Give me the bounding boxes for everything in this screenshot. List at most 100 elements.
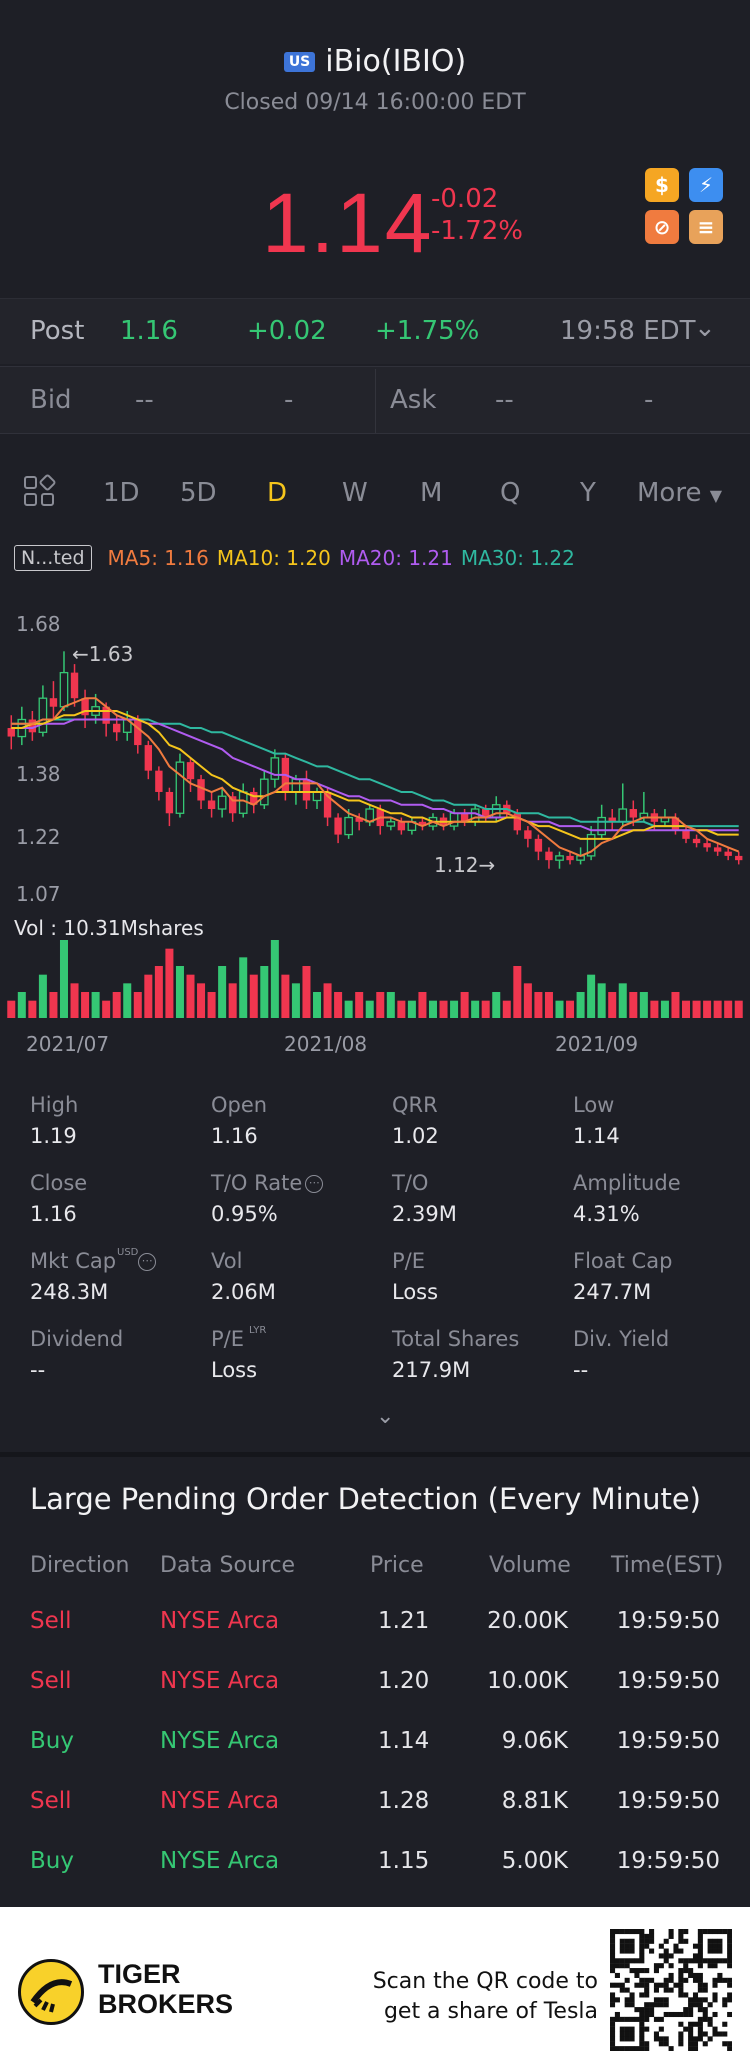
qr-module xyxy=(673,1943,679,1949)
qr-module xyxy=(688,2007,694,2013)
tab-d[interactable]: D xyxy=(267,478,288,508)
tab-5d[interactable]: 5D xyxy=(180,478,217,508)
qr-module xyxy=(653,1982,659,1988)
qr-module xyxy=(649,2007,655,2013)
layers-icon[interactable]: ≡ xyxy=(689,210,723,244)
qr-module xyxy=(644,2002,650,2008)
qr-module xyxy=(678,1992,684,1998)
tab-more[interactable]: More ▼ xyxy=(637,478,722,508)
qr-module xyxy=(702,2016,708,2022)
qr-module xyxy=(722,1958,728,1964)
post-label: Post xyxy=(30,316,85,346)
qr-module xyxy=(712,1992,718,1998)
bid-ask-divider xyxy=(375,369,376,433)
candle xyxy=(312,791,322,802)
qr-module xyxy=(692,2046,699,2051)
qr-module xyxy=(610,2041,616,2047)
order-row: Sell NYSE Arca 1.21 20.00K 19:59:50 xyxy=(0,1592,750,1652)
qr-module xyxy=(727,1958,732,1964)
qr-module xyxy=(614,1929,620,1935)
stat-cell: Total Shares 217.9M xyxy=(392,1324,572,1386)
qr-module xyxy=(668,2046,674,2051)
ma30-label: MA30: 1.22 xyxy=(460,546,575,570)
qr-module xyxy=(649,1948,655,1954)
qr-module xyxy=(614,1958,620,1964)
qr-module xyxy=(712,1943,718,1949)
candle xyxy=(228,796,237,814)
qr-module xyxy=(722,1929,728,1935)
order-price: 1.21 xyxy=(378,1608,430,1634)
qr-module xyxy=(639,2046,645,2051)
tab-m[interactable]: M xyxy=(420,478,443,508)
candlestick-chart[interactable] xyxy=(0,600,750,1060)
order-row: Buy NYSE Arca 1.15 5.00K 19:59:50 xyxy=(0,1832,750,1892)
volume-bar xyxy=(70,983,79,1018)
qr-module xyxy=(644,2016,650,2022)
volume-bar xyxy=(471,1000,480,1018)
stat-cell: Low 1.14 xyxy=(573,1090,750,1152)
qr-module xyxy=(619,2026,625,2032)
qr-module xyxy=(644,2041,650,2047)
qr-module xyxy=(712,2026,718,2032)
bid-ask-row: Bid -- - Ask -- - xyxy=(0,366,750,434)
stat-value: 247.7M xyxy=(573,1280,652,1304)
qr-module xyxy=(688,2002,694,2008)
qr-module xyxy=(653,1963,659,1969)
qr-module xyxy=(658,1963,664,1969)
qr-module xyxy=(639,1933,645,1939)
qr-module xyxy=(663,2041,669,2047)
info-icon[interactable]: ⋯ xyxy=(138,1253,157,1271)
volume-bar xyxy=(302,966,311,1018)
qr-module xyxy=(707,2036,713,2042)
qr-module xyxy=(688,2026,694,2032)
qr-module xyxy=(639,2036,645,2042)
tab-w[interactable]: W xyxy=(342,478,368,508)
qr-code[interactable] xyxy=(610,1929,732,2051)
order-volume: 20.00K xyxy=(487,1608,568,1634)
adjust-mode-button[interactable]: N...ted xyxy=(14,545,92,571)
qr-module xyxy=(697,1987,703,1993)
volume-bar xyxy=(344,1000,353,1018)
stat-value: 248.3M xyxy=(30,1280,109,1304)
candle xyxy=(165,791,174,814)
price-chart[interactable]: 1.68 1.38 1.22 1.07 ←1.63 1.12→ Vol : 10… xyxy=(0,600,750,1060)
qr-module xyxy=(663,1948,669,1954)
qr-module xyxy=(649,1938,655,1944)
candle xyxy=(671,817,680,831)
qr-module xyxy=(639,1992,645,1998)
qr-module xyxy=(619,1982,625,1988)
stock-name: iBio(IBIO) xyxy=(325,44,467,79)
stat-cell: P/E LYR Loss xyxy=(211,1324,391,1386)
expand-chevron-icon[interactable]: ⌄ xyxy=(376,1404,395,1429)
info-icon[interactable]: ⋯ xyxy=(305,1175,324,1193)
no-short-icon[interactable]: ⊘ xyxy=(645,210,679,244)
qr-module xyxy=(668,1953,674,1959)
qr-module xyxy=(712,1982,718,1988)
candle xyxy=(70,672,79,699)
lightning-icon[interactable]: ⚡ xyxy=(689,168,723,202)
tab-1d[interactable]: 1D xyxy=(103,478,140,508)
volume-bar xyxy=(38,974,47,1018)
volume-bar xyxy=(365,1000,374,1018)
qr-module xyxy=(614,1997,620,2003)
qr-module xyxy=(668,1963,674,1969)
dollar-icon[interactable]: $ xyxy=(645,168,679,202)
title-row: US iBio(IBIO) xyxy=(0,44,750,79)
tab-y[interactable]: Y xyxy=(580,478,596,508)
qr-module xyxy=(658,1953,664,1959)
stat-value: -- xyxy=(573,1358,589,1382)
post-change: +0.02 xyxy=(247,316,327,346)
grid-icon[interactable] xyxy=(22,474,56,515)
volume-bar xyxy=(7,1000,16,1018)
qr-module xyxy=(727,1929,732,1935)
qr-module xyxy=(644,2007,650,2013)
volume-bar xyxy=(502,1000,511,1018)
post-market-row[interactable]: Post 1.16 +0.02 +1.75% 19:58 EDT ⌄ xyxy=(0,298,750,364)
candle xyxy=(418,821,427,827)
order-direction: Sell xyxy=(30,1668,72,1694)
stat-value: 2.39M xyxy=(392,1202,457,1226)
qr-module xyxy=(634,1972,640,1978)
chevron-down-icon[interactable]: ⌄ xyxy=(694,313,716,343)
tab-q[interactable]: Q xyxy=(500,478,521,508)
qr-module xyxy=(697,1953,703,1959)
